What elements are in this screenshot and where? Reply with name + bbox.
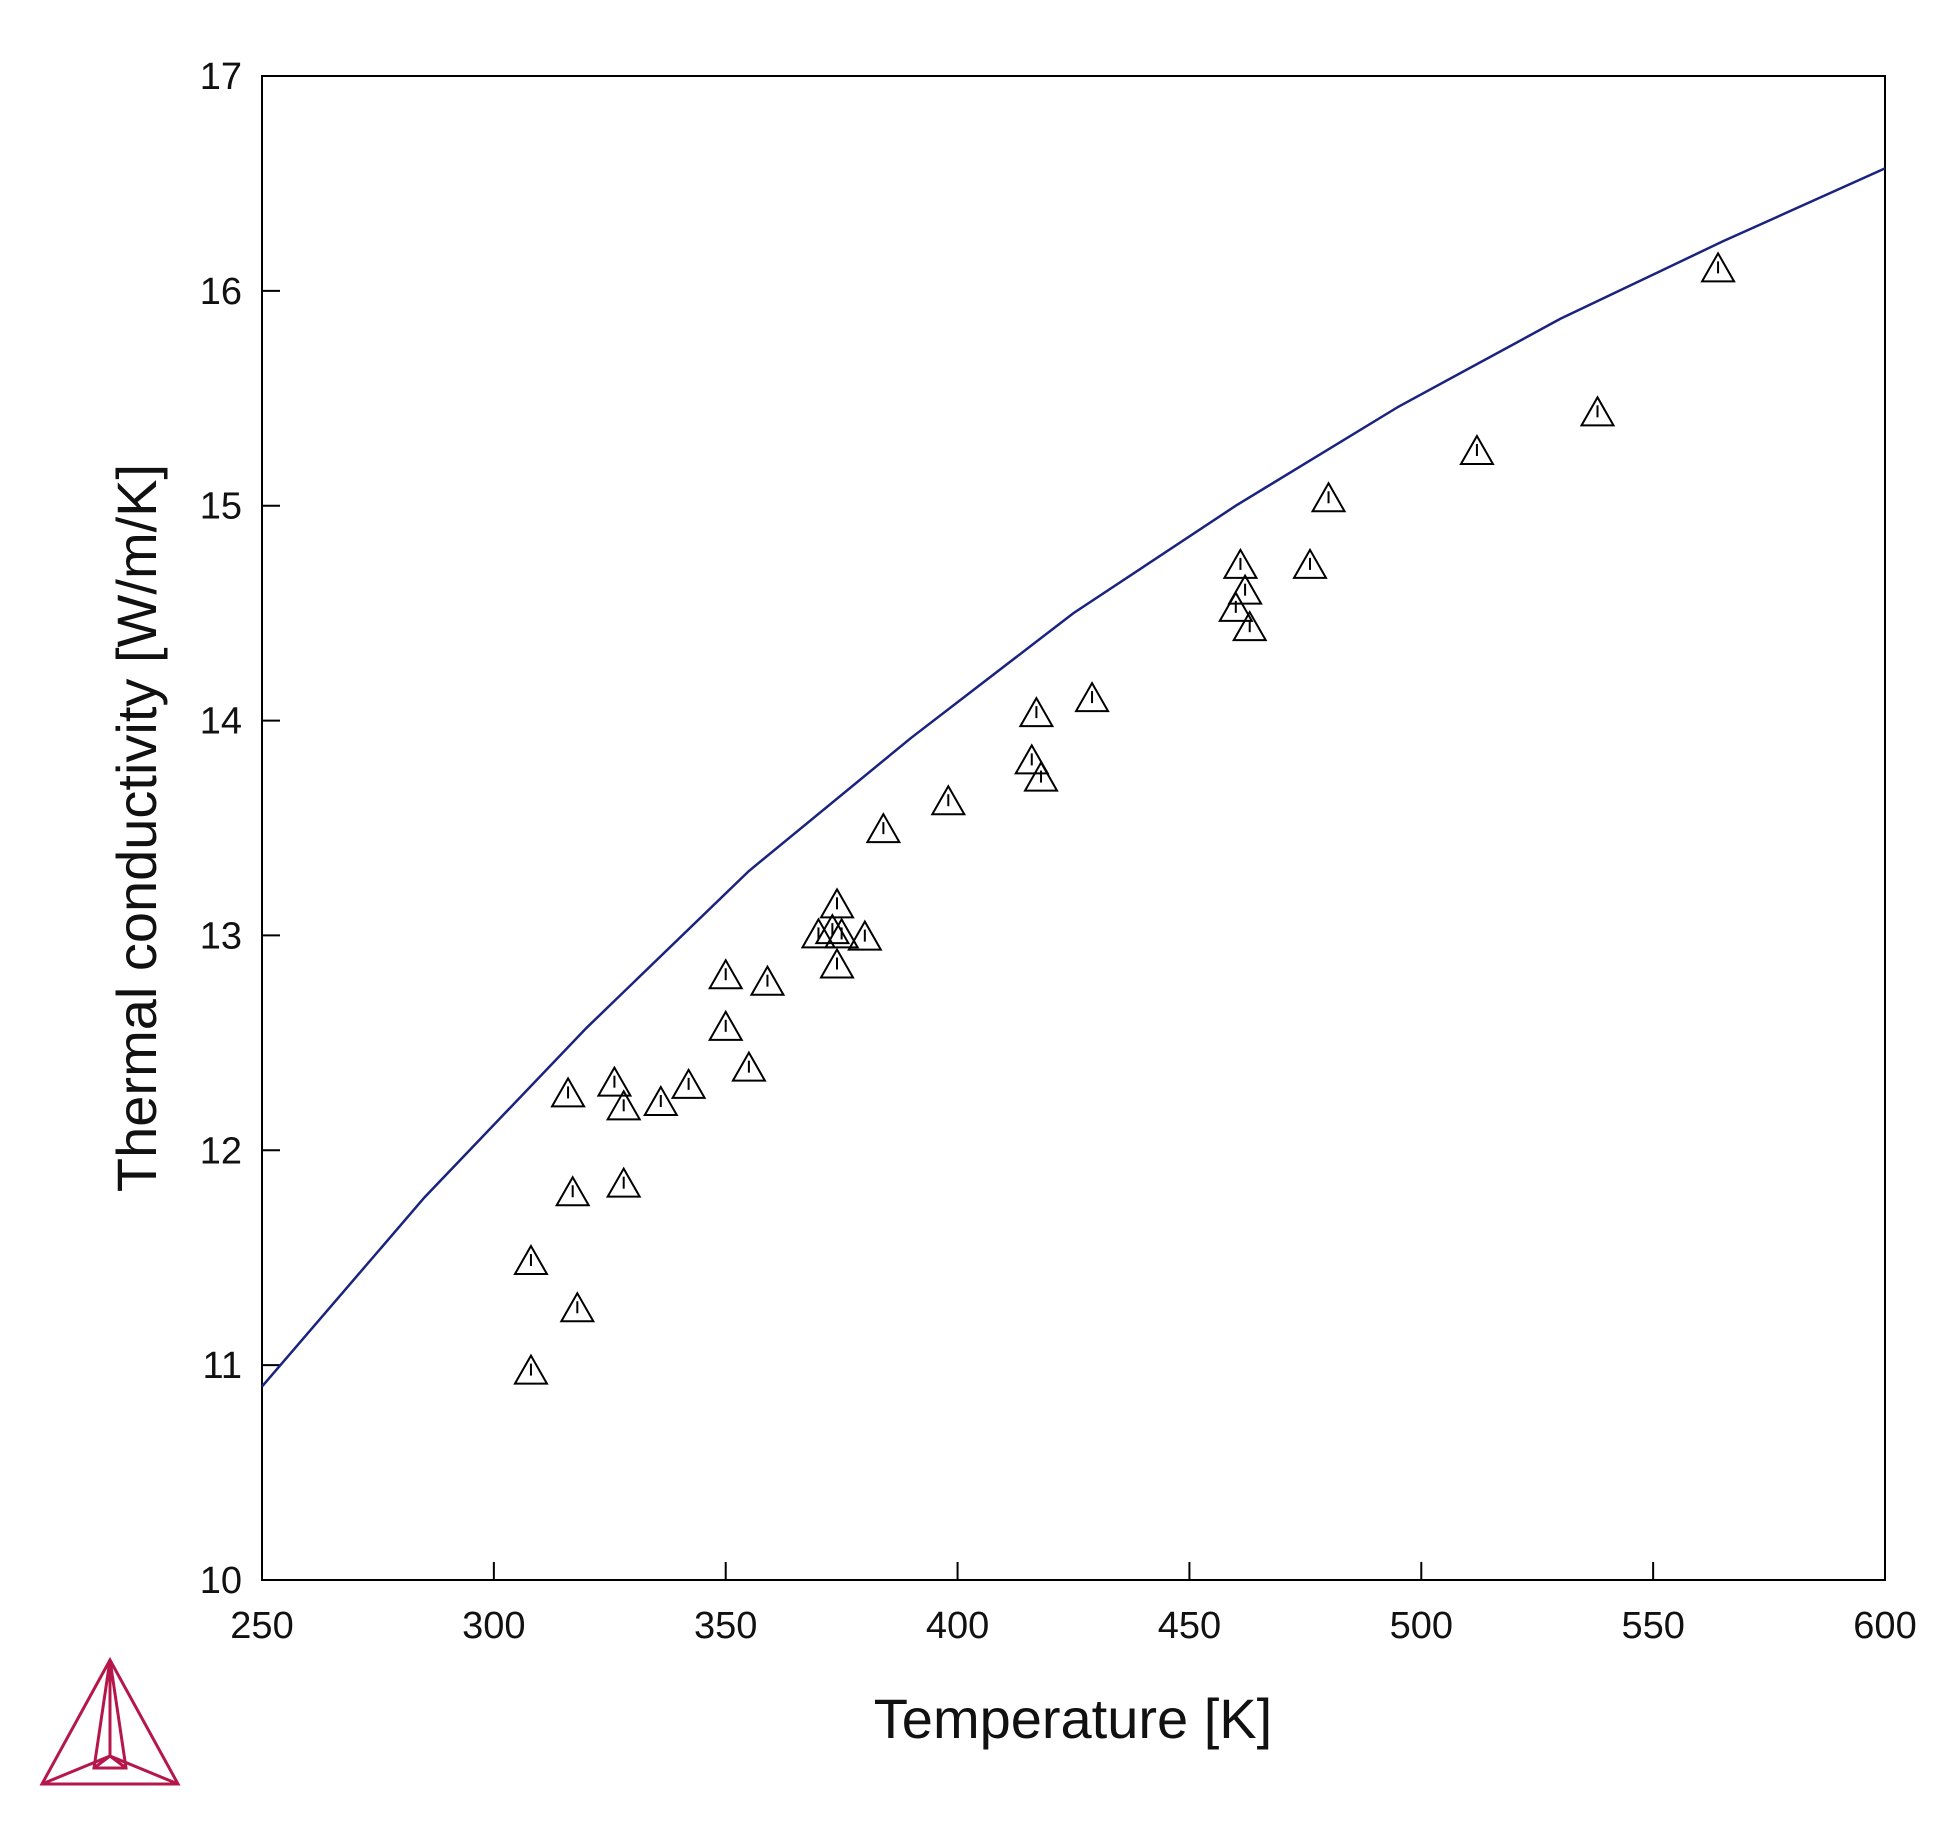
triangle-marker [513,1243,549,1276]
triangle-marker [814,913,851,945]
triangle-marker [800,917,837,949]
data-point [865,812,902,844]
data-point [1459,433,1495,465]
data-point [1227,573,1263,605]
triangle-marker [1023,760,1059,792]
triangle-marker [847,919,883,951]
data-point [513,1353,549,1385]
data-point [670,1067,707,1099]
calculated-line [261,167,1886,1388]
plot-frame [261,75,1886,1581]
triangle-marker [1074,681,1110,713]
x-tick-label: 350 [694,1605,757,1647]
data-point [1231,610,1268,642]
data-point [707,958,744,990]
data-point [1700,251,1736,283]
triangle-marker [1222,547,1259,579]
data-point [1310,481,1347,513]
data-point [847,919,883,951]
triangle-marker [1292,547,1328,579]
triangle-marker [1014,743,1050,775]
data-point [1579,395,1616,427]
triangle-marker [596,1065,633,1097]
data-point [1074,681,1110,713]
x-tick-label: 250 [230,1605,293,1647]
data-point [819,887,855,919]
triangle-marker [865,812,902,844]
data-point [731,1050,767,1082]
triangle-marker [823,917,860,949]
x-tick-label: 500 [1390,1605,1453,1647]
x-axis-ticks: 250 300 350 400 450 500 550 600 [230,1562,1917,1647]
triangle-marker [513,1353,549,1385]
data-point [596,1065,633,1097]
x-tick-label: 400 [926,1605,989,1647]
y-tick-label: 11 [203,1345,242,1387]
triangle-marker [930,784,967,816]
x-tick-label: 450 [1158,1605,1221,1647]
x-tick-label: 550 [1621,1605,1684,1647]
triangle-marker [1227,573,1263,605]
x-axis-title: Temperature [K] [874,1687,1272,1750]
data-point [1292,547,1328,579]
y-tick-label: 13 [200,915,242,957]
triangle-marker [670,1067,707,1099]
data-point [550,1076,586,1108]
triangle-marker [731,1050,767,1082]
triangle-marker [819,947,855,979]
triangle-marker [1459,433,1495,465]
triangle-marker [559,1291,596,1323]
triangle-marker [550,1076,586,1108]
triangle-marker [1310,481,1347,513]
data-point [605,1089,642,1121]
y-axis-title: Thermal conductivity [W/m/K] [105,464,168,1192]
triangle-marker [819,887,855,919]
data-point [554,1175,591,1207]
data-point [707,1009,744,1041]
data-point [1222,547,1259,579]
triangle-marker [1700,251,1736,283]
triangle-marker [707,958,744,990]
triangle-marker [605,1166,642,1198]
thermo-calc-logo-icon [39,1656,181,1786]
y-tick-label: 17 [200,56,242,98]
data-point [823,917,860,949]
triangle-marker [749,964,786,996]
data-point [930,784,967,816]
x-tick-label: 300 [462,1605,525,1647]
y-axis-ticks: 10 11 12 13 14 15 16 17 [200,56,280,1602]
data-point [749,964,786,996]
data-point [513,1243,549,1276]
triangle-marker [1218,590,1254,622]
y-tick-label: 16 [200,271,242,313]
data-point [1018,696,1055,728]
triangle-marker [554,1175,591,1207]
series-layer [261,167,1886,1388]
triangle-marker [1231,610,1268,642]
triangle-marker [1018,696,1055,728]
triangle-marker [1579,395,1616,427]
triangle-marker [707,1009,744,1041]
data-point [814,913,851,945]
data-point [1023,760,1059,792]
data-point [1014,743,1050,775]
triangle-marker [643,1085,679,1117]
y-tick-label: 10 [200,1560,242,1602]
y-tick-label: 12 [200,1130,242,1172]
data-point [800,917,837,949]
data-point [559,1291,596,1323]
data-point [819,947,855,979]
y-tick-label: 15 [200,486,242,528]
triangle-marker [605,1089,642,1121]
y-tick-label: 14 [200,701,242,743]
x-tick-label: 600 [1853,1605,1916,1647]
data-point [605,1166,642,1198]
data-point [643,1085,679,1117]
